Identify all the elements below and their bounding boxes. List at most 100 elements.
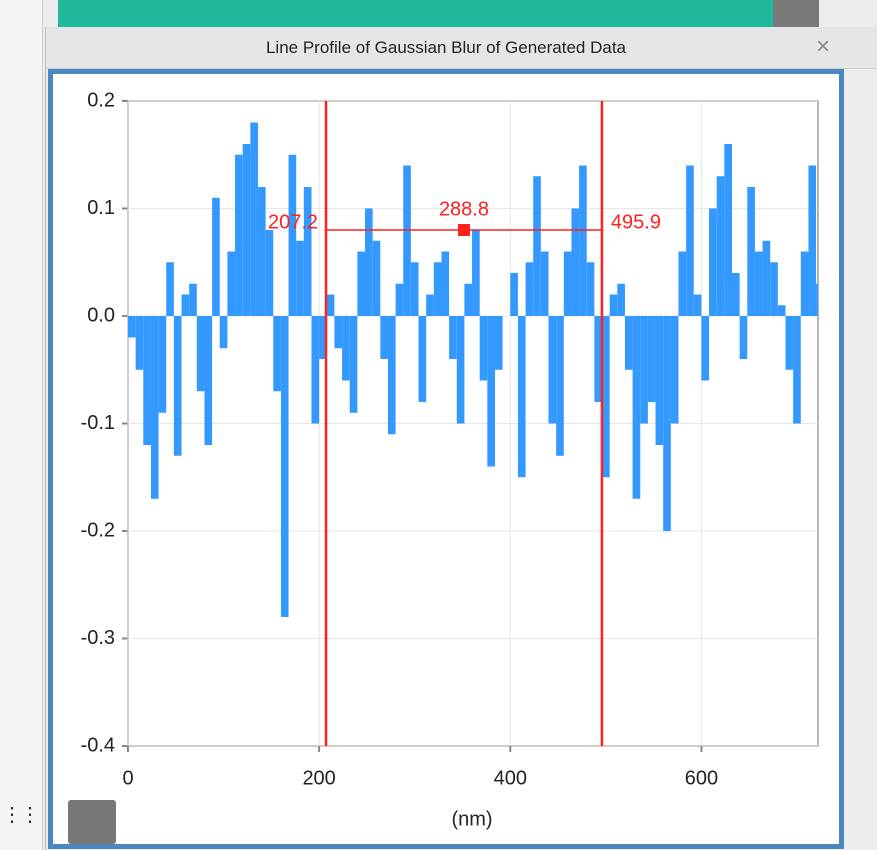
bar [670,316,679,424]
bar [441,251,450,316]
cursor-width-label: 288.8 [439,198,489,220]
window-title: Line Profile of Gaussian Blur of Generat… [265,38,627,57]
title-bar: Line Profile of Gaussian Blur of Generat… [46,27,877,69]
bar [204,316,213,445]
bar [770,262,778,316]
bar [395,283,404,316]
bar [242,144,251,316]
bar [464,283,473,316]
bar [571,208,580,316]
bar [563,251,572,316]
bar [762,240,771,316]
bar [479,316,488,381]
y-tick-label: -0.1 [81,412,115,434]
bar [311,316,320,424]
bar [303,187,312,316]
bar [365,208,373,316]
bar [456,316,465,424]
scroll-thumb[interactable] [773,0,819,27]
bar [143,316,151,445]
bar [556,316,564,456]
bar [533,176,541,316]
grip-icon[interactable]: ⋮⋮ [2,804,40,826]
bar [594,316,603,402]
bar [418,316,427,402]
bar [777,305,786,316]
y-tick-label: -0.4 [81,734,115,756]
bar [265,230,274,316]
bar [128,316,136,338]
cursor-label: 495.9 [611,211,661,233]
bar [602,316,610,478]
bar [640,316,648,424]
y-tick-label: -0.3 [81,627,115,649]
bar [487,316,495,467]
bar [410,262,419,316]
bar [280,316,289,617]
bar [196,316,205,392]
bar [816,283,818,316]
bar [342,316,350,381]
x-tick-label: 600 [685,767,718,789]
bar [701,316,710,381]
bar [403,165,411,316]
y-tick-label: -0.2 [81,519,115,541]
bar [693,294,702,316]
bar [517,316,526,478]
image-strip [58,0,818,27]
bar [579,165,587,316]
bar [273,316,281,392]
bar [357,251,366,316]
bar [747,187,755,316]
bar [800,251,809,316]
bar [135,316,144,370]
bar [181,294,190,316]
bar [227,251,236,316]
y-tick-label: 0.2 [87,89,115,111]
bar [655,316,664,445]
x-tick-label: 0 [122,767,133,789]
bar [319,316,327,359]
bar [586,262,595,316]
bar [334,316,343,349]
bar [739,316,748,359]
bar [387,316,396,435]
bar [173,316,182,456]
bar [709,208,717,316]
cursor-label: 207.2 [268,211,318,233]
bar [510,273,518,316]
bar [250,122,258,316]
y-tick-label: 0.0 [87,304,115,326]
bar [494,316,503,370]
bar [540,251,549,316]
bar [617,283,625,316]
bar [793,316,801,424]
close-button[interactable]: × [816,33,831,60]
bar [349,316,358,413]
x-axis-label: (nm) [451,808,492,830]
bar [686,165,694,316]
x-tick-label: 200 [302,767,335,789]
bar [372,240,381,316]
bar [632,316,641,499]
bar [449,316,457,359]
bar [433,262,442,316]
side-panel [0,0,43,850]
bar [472,230,480,316]
x-tick-label: 400 [494,767,527,789]
bar [166,262,174,316]
bar [548,316,557,424]
bar [754,251,763,316]
bar [647,316,656,402]
bar [257,187,266,316]
bar [426,294,434,316]
color-swatch[interactable] [68,800,116,844]
bar [219,316,228,349]
bar [158,316,167,413]
bar [724,144,732,316]
bar [785,316,794,370]
bar [326,294,335,316]
bar [288,154,297,316]
